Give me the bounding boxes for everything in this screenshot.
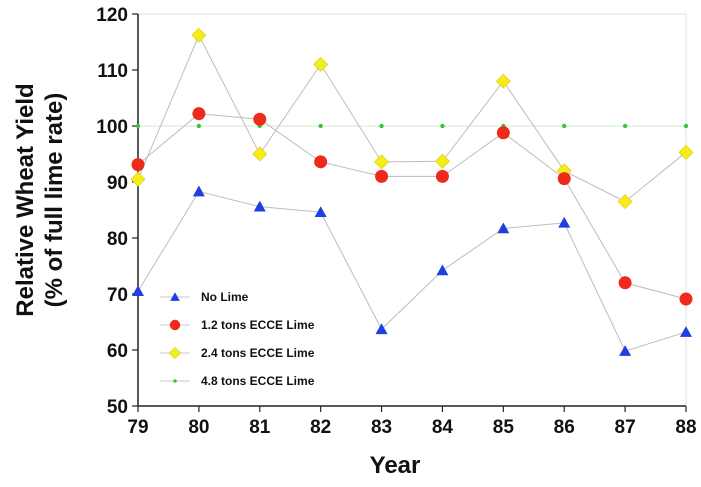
x-tick-label: 79 bbox=[127, 417, 148, 438]
y-axis-title-line-1: Relative Wheat Yield bbox=[12, 83, 39, 316]
data-point bbox=[313, 56, 329, 72]
data-point bbox=[192, 185, 205, 197]
legend-marker bbox=[170, 292, 180, 301]
series-no-lime bbox=[132, 185, 692, 356]
data-point bbox=[496, 126, 510, 140]
y-tick-label: 50 bbox=[107, 397, 128, 418]
legend-item: 1.2 tons ECCE Lime bbox=[160, 318, 315, 332]
y-tick-label: 80 bbox=[107, 229, 128, 250]
data-point bbox=[557, 172, 571, 186]
data-point bbox=[678, 144, 694, 160]
x-tick-label: 83 bbox=[371, 417, 392, 438]
data-point bbox=[379, 123, 384, 129]
data-point bbox=[562, 123, 567, 129]
legend-item: No Lime bbox=[160, 290, 249, 304]
legend-label: 2.4 tons ECCE Lime bbox=[201, 346, 315, 360]
y-axis-title-line-2: (% of full lime rate) bbox=[41, 93, 68, 308]
data-point bbox=[314, 206, 327, 218]
data-point bbox=[135, 123, 141, 129]
data-point bbox=[436, 264, 449, 276]
series-1-2-tons-ecce-lime bbox=[131, 107, 693, 306]
y-tick-label: 120 bbox=[96, 5, 128, 26]
x-axis-ticks: 79 80 81 82 83 84 85 86 87 88 bbox=[127, 406, 697, 438]
data-point bbox=[435, 153, 450, 169]
data-point bbox=[440, 123, 445, 129]
data-point bbox=[253, 112, 267, 126]
data-point bbox=[375, 169, 389, 183]
x-tick-label: 81 bbox=[249, 417, 271, 438]
data-point bbox=[435, 169, 449, 183]
legend-marker bbox=[168, 346, 182, 360]
data-point bbox=[314, 155, 328, 169]
series-line bbox=[137, 190, 687, 352]
data-point bbox=[683, 123, 689, 129]
data-point bbox=[131, 158, 145, 172]
data-point bbox=[495, 73, 511, 89]
legend-marker bbox=[173, 379, 177, 383]
y-tick-label: 110 bbox=[97, 61, 128, 82]
x-tick-label: 80 bbox=[188, 417, 209, 438]
data-point bbox=[196, 123, 202, 129]
data-point bbox=[191, 27, 207, 43]
y-tick-label: 60 bbox=[107, 341, 128, 362]
legend-label: 4.8 tons ECCE Lime bbox=[201, 374, 315, 388]
y-tick-label: 70 bbox=[107, 285, 128, 306]
data-point bbox=[558, 216, 571, 228]
x-tick-label: 84 bbox=[432, 417, 454, 438]
x-tick-label: 87 bbox=[615, 417, 636, 438]
series-4-8-tons-ecce-lime bbox=[135, 123, 689, 129]
y-tick-label: 90 bbox=[107, 173, 128, 194]
x-tick-label: 82 bbox=[310, 417, 331, 438]
data-point bbox=[375, 323, 388, 335]
data-point bbox=[619, 345, 632, 356]
legend-item: 4.8 tons ECCE Lime bbox=[160, 374, 315, 388]
data-point bbox=[679, 292, 693, 306]
data-point bbox=[618, 276, 632, 290]
data-point bbox=[130, 171, 146, 187]
y-tick-label: 100 bbox=[96, 117, 128, 138]
data-point bbox=[253, 200, 266, 212]
data-point bbox=[318, 123, 323, 129]
legend-item: 2.4 tons ECCE Lime bbox=[160, 346, 315, 360]
x-tick-label: 88 bbox=[675, 417, 696, 438]
series-layer bbox=[130, 27, 694, 356]
series-line bbox=[137, 34, 687, 203]
series-line bbox=[137, 113, 687, 300]
legend-label: No Lime bbox=[201, 290, 249, 304]
legend: No Lime 1.2 tons ECCE Lime 2.4 tons ECCE L… bbox=[160, 290, 315, 388]
data-point bbox=[252, 146, 268, 162]
data-point bbox=[617, 194, 633, 210]
data-point bbox=[622, 123, 628, 129]
data-point bbox=[680, 326, 692, 337]
x-axis-title: Year bbox=[370, 452, 421, 479]
legend-label: 1.2 tons ECCE Lime bbox=[201, 318, 315, 332]
legend-marker bbox=[169, 319, 181, 331]
data-point bbox=[374, 154, 389, 170]
x-tick-label: 85 bbox=[493, 417, 515, 438]
data-point bbox=[192, 107, 206, 121]
y-axis-ticks: 50 60 70 80 90 100 110 120 bbox=[96, 5, 138, 418]
data-point bbox=[497, 222, 510, 234]
data-point bbox=[132, 285, 144, 296]
series-2-4-tons-ecce-lime bbox=[130, 27, 694, 210]
x-tick-label: 86 bbox=[554, 417, 575, 438]
